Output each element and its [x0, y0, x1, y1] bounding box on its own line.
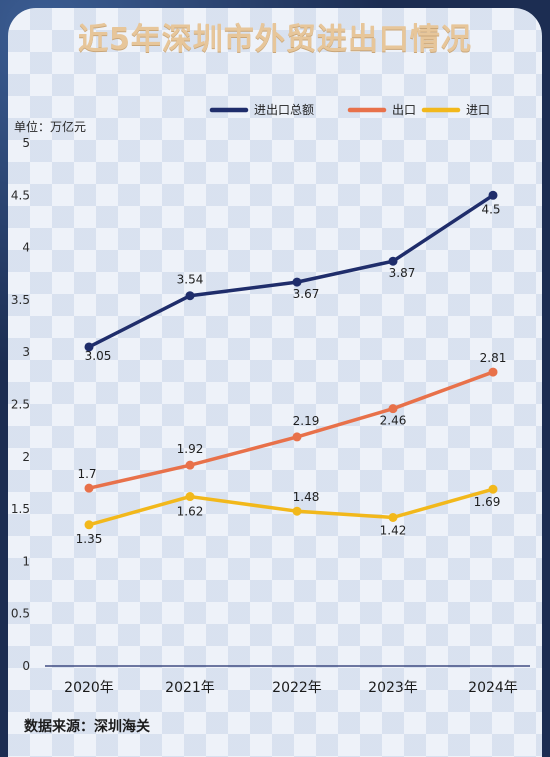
data-label-total: 3.54 [177, 273, 204, 287]
data-label-export: 2.46 [380, 414, 407, 428]
data-label-import: 1.42 [380, 523, 407, 537]
y-tick-label: 2 [22, 450, 30, 464]
data-point-import [388, 512, 398, 522]
y-tick-label: 0.5 [11, 607, 30, 621]
data-point-export [488, 367, 498, 377]
data-point-import [84, 520, 94, 530]
x-tick-label: 2022年 [272, 680, 322, 696]
data-label-export: 1.92 [177, 442, 204, 456]
x-tick-label: 2020年 [64, 680, 114, 696]
chart-title: 近5年深圳市外贸进出口情况 [78, 22, 472, 57]
chart-card [8, 8, 542, 757]
series-line-total [87, 193, 495, 349]
data-point-total [84, 342, 94, 352]
data-point-import [292, 506, 302, 516]
data-label-import: 1.48 [293, 490, 320, 504]
legend-label-import: 进口 [466, 103, 490, 117]
data-label-total: 3.05 [85, 349, 112, 363]
y-tick-label: 5 [22, 136, 30, 150]
data-point-total [292, 277, 302, 287]
y-tick-label: 2.5 [11, 398, 30, 412]
data-label-import: 1.35 [76, 532, 103, 546]
y-tick-label: 1 [22, 554, 30, 568]
data-point-export [84, 483, 94, 493]
source-label: 数据来源：深圳海关 [24, 719, 150, 735]
data-label-total: 3.87 [389, 266, 416, 280]
y-tick-label: 3.5 [11, 293, 30, 307]
series-line-export [87, 370, 495, 490]
y-tick-label: 1.5 [11, 502, 30, 516]
data-point-total [185, 291, 195, 301]
unit-label: 单位：万亿元 [14, 120, 87, 134]
y-tick-label: 3 [22, 345, 30, 359]
data-label-import: 1.69 [474, 495, 501, 509]
data-label-total: 3.67 [293, 287, 320, 301]
x-tick-label: 2024年 [468, 680, 518, 696]
data-point-import [185, 492, 195, 502]
data-point-import [488, 484, 498, 494]
data-point-export [292, 432, 302, 442]
y-tick-label: 4.5 [11, 188, 30, 202]
legend-label-total: 进出口总额 [254, 103, 314, 117]
y-tick-label: 4 [22, 241, 30, 255]
x-tick-label: 2023年 [368, 680, 418, 696]
data-point-export [388, 404, 398, 414]
data-point-export [185, 460, 195, 470]
data-label-import: 1.62 [177, 505, 204, 519]
legend-label-export: 出口 [392, 103, 416, 117]
data-label-export: 2.19 [293, 414, 320, 428]
data-point-total [488, 190, 498, 200]
x-tick-label: 2021年 [165, 680, 215, 696]
data-label-export: 2.81 [480, 351, 507, 365]
data-point-total [388, 256, 398, 266]
data-label-export: 1.7 [77, 467, 96, 481]
y-tick-label: 0 [22, 659, 30, 673]
series-line-import [87, 487, 495, 527]
data-label-total: 4.5 [481, 202, 500, 216]
